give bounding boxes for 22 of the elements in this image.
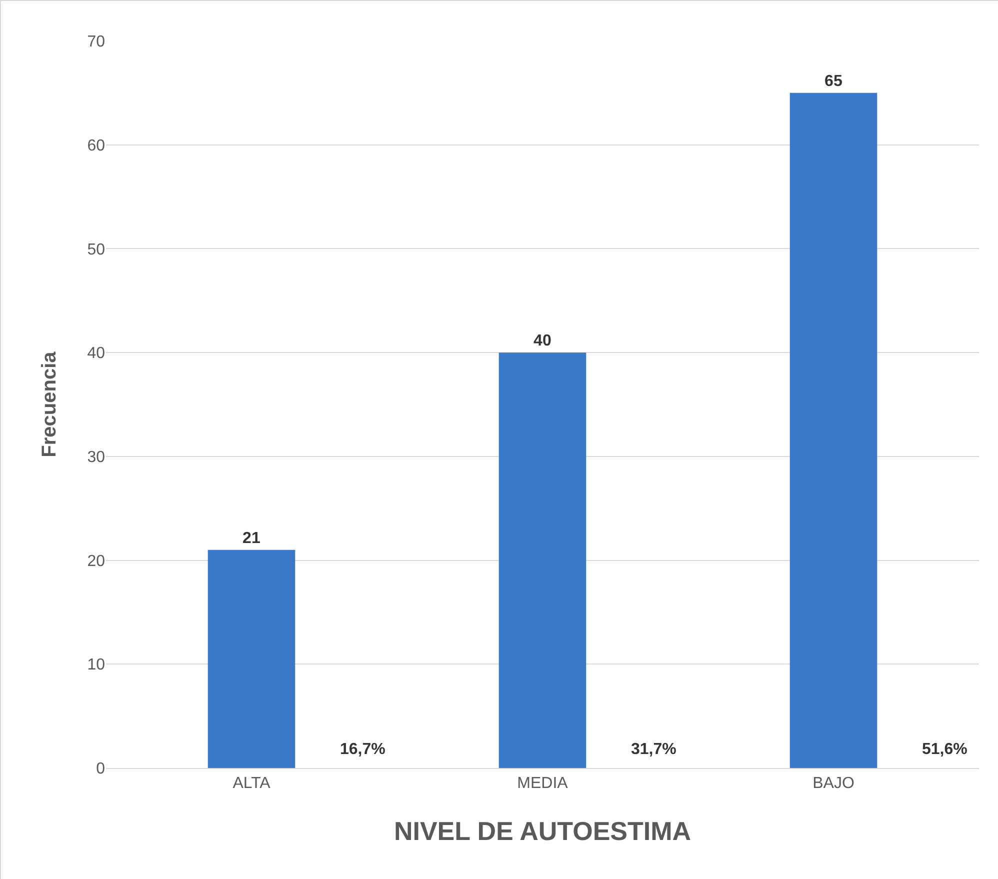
y-tick-label: 40 — [87, 345, 106, 362]
y-tick-label: 20 — [87, 552, 106, 570]
bar — [790, 92, 878, 768]
x-tick-label: ALTA — [232, 775, 271, 792]
data-label: 40 — [534, 332, 552, 350]
annotation: 51,6% — [922, 741, 968, 758]
data-label: 21 — [242, 530, 260, 547]
y-tick-label: 70 — [87, 34, 106, 51]
annotation: 31,7% — [631, 741, 676, 758]
y-tick-label: 30 — [87, 449, 106, 466]
y-tick-label: 50 — [87, 241, 106, 258]
annotation: 16,7% — [340, 741, 386, 758]
x-axis-title: NIVEL DE AUTOESTIMA — [394, 816, 692, 846]
bar — [498, 352, 586, 768]
x-tick-label: MEDIA — [517, 775, 568, 792]
y-tick-label: 60 — [87, 137, 106, 154]
x-tick-label: BAJO — [812, 775, 854, 792]
y-tick-label: 10 — [87, 656, 106, 674]
y-axis-title: Frecuencia — [38, 350, 61, 458]
y-tick-label: 0 — [96, 760, 106, 778]
bar — [208, 550, 296, 768]
data-label: 65 — [824, 72, 842, 90]
